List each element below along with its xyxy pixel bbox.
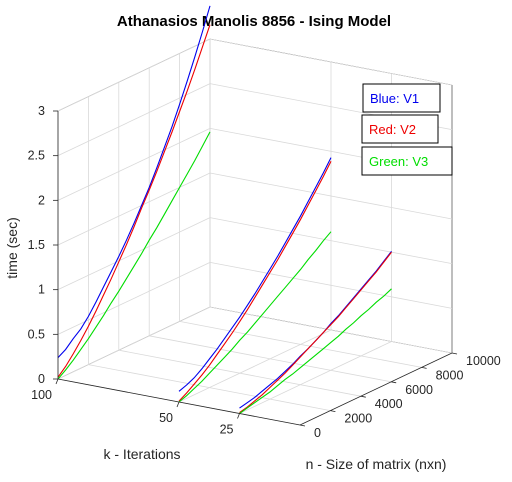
legend-box	[361, 114, 439, 144]
x-tick-label: 4000	[375, 397, 403, 411]
series-line	[178, 157, 332, 392]
series-line	[57, 24, 211, 378]
series-line	[57, 131, 211, 380]
y-tick-label: 100	[31, 388, 52, 402]
x-tick-label: 10000	[466, 354, 501, 368]
grid-line	[57, 38, 211, 112]
z-tick-label: 3	[38, 104, 45, 118]
y-tick-label: 25	[220, 423, 234, 437]
x-tick-label: 2000	[344, 412, 372, 426]
x-tick-mark	[360, 395, 366, 398]
z-tick-label: 2.5	[28, 149, 45, 163]
x-tick-mark	[391, 381, 397, 384]
legend-entry: Green: V3	[369, 154, 428, 169]
legend-box	[362, 83, 441, 113]
legend-entry: Red: V2	[369, 122, 416, 137]
z-tick-label: 0.5	[28, 327, 45, 341]
chart-title: Athanasios Manolis 8856 - Ising Model	[117, 13, 391, 30]
series-line	[239, 251, 392, 414]
y-tick-label: 50	[159, 411, 173, 425]
grid-line	[57, 217, 211, 291]
grid-line	[57, 127, 211, 201]
z-tick-label: 1.5	[28, 238, 45, 252]
data-traces	[57, 5, 392, 414]
z-tick-label: 1	[38, 283, 45, 297]
x-tick-label: 8000	[436, 368, 464, 382]
y-axis-label: k - Iterations	[103, 446, 180, 462]
grid-lines	[57, 38, 453, 426]
grid-line	[57, 306, 211, 380]
legend-entry: Blue: V1	[370, 91, 419, 106]
y-tick-mark	[176, 401, 180, 408]
x-axis-line	[299, 352, 453, 426]
grid-line	[57, 83, 211, 157]
series-line	[178, 160, 332, 402]
x-tick-mark	[451, 352, 458, 355]
series-line	[57, 5, 211, 358]
grid-line	[178, 329, 332, 403]
series-line	[239, 250, 392, 409]
y-tick-mark	[237, 413, 240, 419]
x-tick-label: 6000	[405, 383, 433, 397]
series-line	[239, 288, 392, 414]
x-tick-mark	[299, 424, 306, 427]
grid-line	[57, 261, 211, 335]
z-axis-label: time (sec)	[4, 217, 20, 278]
legend: Blue: V1 Red: V2 Green: V3	[361, 83, 453, 176]
x-tick-label: 0	[314, 426, 321, 440]
grid-line	[57, 172, 211, 246]
legend-box	[361, 146, 453, 176]
z-tick-label: 0	[38, 372, 45, 386]
z-tick-label: 2	[38, 193, 45, 207]
x-axis-label: n - Size of matrix (nxn)	[306, 456, 447, 472]
x-tick-mark	[421, 367, 427, 369]
series-line	[178, 231, 332, 403]
x-tick-mark	[330, 410, 336, 412]
grid-line	[239, 341, 392, 414]
y-tick-mark	[55, 378, 59, 385]
